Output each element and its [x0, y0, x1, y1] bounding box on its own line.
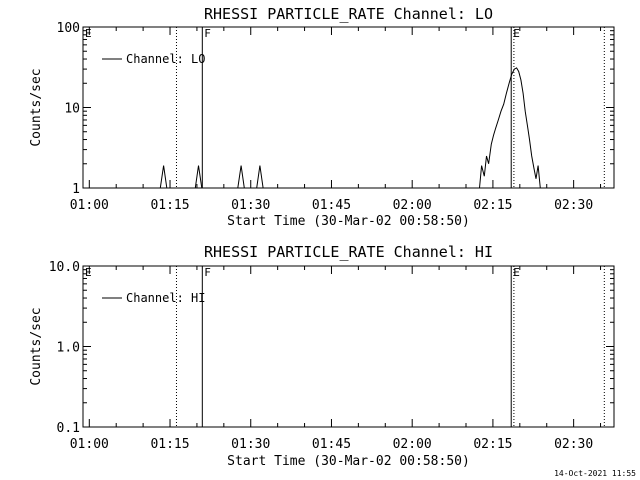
- x-tick-label: 01:00: [70, 198, 109, 213]
- y-tick-label: 0.1: [57, 421, 80, 436]
- y-tick-label: 1.0: [57, 341, 80, 356]
- x-tick-label: 02:15: [473, 198, 512, 213]
- footer-timestamp: 14-Oct-2021 11:55: [554, 469, 636, 478]
- x-tick-label: 02:00: [393, 437, 432, 452]
- event-marker-label: F: [204, 266, 211, 279]
- x-tick-label: 01:30: [231, 198, 270, 213]
- x-tick-label: 01:45: [312, 437, 351, 452]
- x-tick-label: 02:30: [554, 198, 593, 213]
- y-tick-label: 10.0: [49, 260, 80, 275]
- x-tick-label: 02:30: [554, 437, 593, 452]
- x-axis-label: Start Time (30-Mar-02 00:58:50): [227, 214, 470, 229]
- y-axis-label: Counts/sec: [29, 307, 44, 385]
- y-tick-label: 100: [57, 21, 80, 36]
- x-axis-label: Start Time (30-Mar-02 00:58:50): [227, 454, 470, 469]
- legend-label: Channel: LO: [126, 52, 205, 66]
- legend: Channel: LO: [102, 52, 205, 66]
- event-marker-label: E: [85, 27, 92, 40]
- y-tick-label: 1: [72, 182, 80, 197]
- x-tick-label: 01:45: [312, 198, 351, 213]
- legend-label: Channel: HI: [126, 291, 205, 305]
- legend: Channel: HI: [102, 291, 205, 305]
- x-tick-label: 02:15: [473, 437, 512, 452]
- x-tick-label: 01:00: [70, 437, 109, 452]
- event-marker-label: E: [513, 27, 520, 40]
- x-tick-label: 01:15: [150, 198, 189, 213]
- series-line: [83, 67, 614, 188]
- event-marker-label: F: [204, 27, 211, 40]
- x-tick-label: 01:30: [231, 437, 270, 452]
- x-tick-label: 02:00: [393, 198, 432, 213]
- event-marker-label: E: [85, 266, 92, 279]
- chart-title: RHESSI PARTICLE_RATE Channel: LO: [204, 5, 493, 23]
- panel-hi: RHESSI PARTICLE_RATE Channel: HI 0.1 1.0 10…: [29, 243, 615, 469]
- y-axis-label: Counts/sec: [29, 68, 44, 146]
- panel-lo: RHESSI PARTICLE_RATE Channel: LO 1 10 100 01…: [29, 5, 615, 229]
- y-tick-label: 10: [64, 102, 80, 117]
- chart-title: RHESSI PARTICLE_RATE Channel: HI: [204, 243, 493, 261]
- x-tick-label: 01:15: [150, 437, 189, 452]
- event-marker-label: E: [513, 266, 520, 279]
